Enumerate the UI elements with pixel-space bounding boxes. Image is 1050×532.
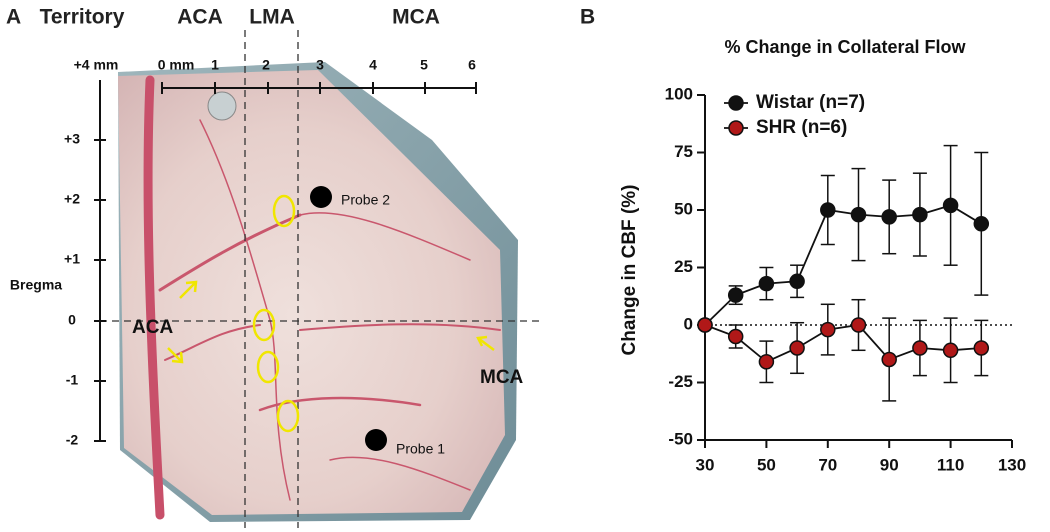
chart-title: % Change in Collateral Flow — [724, 37, 966, 57]
ml-scale-label: 5 — [420, 57, 428, 73]
panel-label: A — [6, 6, 21, 29]
territory-label: MCA — [392, 6, 440, 29]
marker — [727, 287, 744, 303]
y-tick-label: 100 — [665, 84, 693, 103]
territory-label: ACA — [177, 6, 223, 29]
ml-scale-label: 0 mm — [158, 57, 195, 73]
legend-label: SHR (n=6) — [756, 117, 847, 138]
x-tick-label: 30 — [696, 455, 715, 474]
probe-dot — [365, 429, 387, 451]
marker — [912, 340, 928, 356]
marker — [789, 340, 805, 356]
series-line — [704, 204, 982, 326]
legend-marker — [728, 95, 744, 111]
marker — [850, 317, 867, 333]
y-tick-label: -50 — [668, 429, 693, 448]
x-tick-label: 70 — [818, 455, 837, 474]
marker — [881, 209, 897, 225]
marker — [850, 206, 867, 223]
territory-borders — [100, 30, 540, 528]
legend-marker — [728, 120, 744, 136]
ml-scale-label: +4 mm — [74, 57, 119, 73]
sites — [252, 194, 300, 433]
photo — [118, 62, 518, 522]
ap-scale-label: -2 — [66, 432, 79, 448]
bubble — [207, 91, 237, 121]
series-line — [704, 324, 982, 363]
y-axis-label: Change in CBF (%) — [619, 185, 640, 356]
ml-scale-label: 4 — [369, 57, 377, 73]
marker — [697, 317, 713, 333]
territory-label: LMA — [249, 6, 295, 29]
x-tick-label: 110 — [937, 455, 964, 474]
marker — [758, 354, 775, 370]
ml-scale-label: 3 — [316, 57, 324, 73]
marker — [820, 321, 836, 338]
probe-label: Probe 1 — [396, 441, 445, 457]
panel-label: B — [580, 6, 595, 29]
ml-scale-label: 1 — [211, 57, 219, 73]
marker — [727, 328, 744, 345]
ap-scale-label: +1 — [64, 251, 80, 267]
marker — [912, 206, 928, 223]
ap-scale-label: +2 — [64, 191, 80, 207]
marker — [758, 275, 775, 292]
y-tick-label: 50 — [674, 199, 693, 218]
ap-scale-label: Bregma — [10, 277, 62, 293]
ap-scale-label: +3 — [64, 131, 80, 147]
probe-label: Probe 2 — [341, 192, 390, 208]
x-tick-label: 90 — [880, 455, 899, 474]
x-tick-label: 50 — [757, 455, 776, 474]
territory-label: Territory — [40, 6, 125, 29]
ap-scale-label: 0 — [68, 312, 76, 328]
vessels — [143, 75, 501, 520]
y-tick-label: 75 — [674, 142, 693, 161]
arrows — [167, 280, 495, 364]
ml-scale-label: 2 — [262, 57, 270, 73]
y-tick-label: 25 — [674, 257, 693, 276]
marker — [942, 197, 959, 214]
y-tick-label: 0 — [684, 314, 693, 333]
probe-dot — [310, 186, 332, 208]
vessel-label: ACA — [132, 317, 173, 338]
ap-scale-label: -1 — [66, 372, 79, 388]
ml-scale-label: 6 — [468, 57, 476, 73]
cortex — [118, 70, 505, 515]
marker — [973, 216, 990, 232]
y-tick-label: -25 — [668, 372, 693, 391]
marker — [789, 273, 805, 290]
legend-label: Wistar (n=7) — [756, 92, 865, 113]
marker — [881, 351, 897, 368]
marker — [942, 342, 959, 359]
x-tick-label: 130 — [998, 455, 1026, 474]
marker — [820, 202, 836, 218]
marker — [973, 340, 990, 356]
vessel-label: MCA — [480, 367, 524, 388]
